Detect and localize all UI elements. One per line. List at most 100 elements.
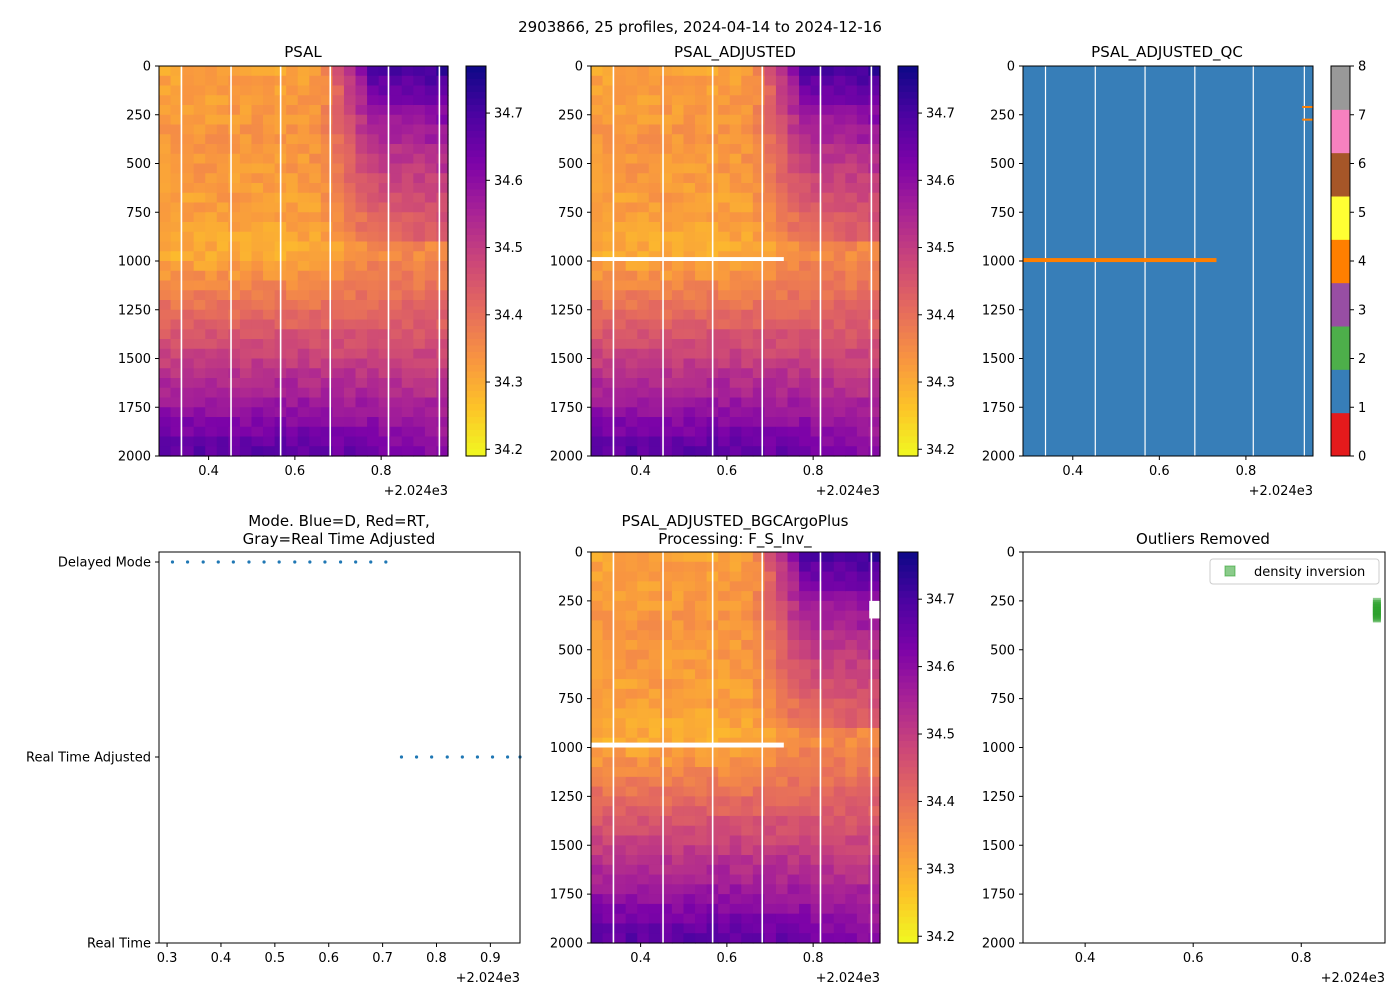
psal-adjusted-cell — [718, 358, 731, 369]
psal-adjusted-cell — [695, 280, 708, 291]
psal-cell — [355, 319, 368, 330]
psal-bgc-colorbar-step — [898, 571, 918, 579]
psal-adjusted-cell — [741, 436, 754, 447]
outliers-ytick-label: 750 — [990, 692, 1015, 707]
psal-adjusted-cell — [718, 231, 731, 243]
psal-bgc-cell — [683, 913, 696, 925]
psal-cell — [355, 270, 368, 282]
psal-bgc-cell — [648, 581, 661, 592]
psal-cell — [239, 348, 253, 360]
psal-cell — [286, 85, 299, 96]
psal-adjusted-cell — [602, 261, 615, 272]
psal-bgc-cell — [695, 639, 708, 651]
psal-adjusted-cell — [752, 192, 765, 204]
psal-adjusted-cell — [683, 222, 696, 233]
psal-bgc-cell — [729, 718, 742, 729]
psal-cell — [205, 261, 218, 272]
psal-bgc-cell — [764, 796, 777, 807]
psal-adjusted-cell — [764, 300, 777, 311]
psal-cell — [424, 378, 438, 389]
psal-bgc-cell — [799, 581, 812, 592]
psal-adjusted-cell — [752, 329, 765, 340]
psal-adjusted-cell — [868, 134, 881, 145]
psal-adjusted-cell — [775, 241, 789, 252]
psal-cell — [401, 163, 414, 174]
psal-adjusted-cell — [718, 397, 731, 408]
psal-bgc-cell — [602, 630, 615, 641]
psal-bgc-cell — [591, 776, 604, 788]
psal-cell — [182, 290, 195, 301]
psal-cell — [263, 319, 276, 330]
psal-colorbar-step — [466, 280, 486, 288]
psal-cell — [159, 309, 172, 321]
psal-bgc-cell — [695, 669, 708, 680]
psal-cell — [297, 426, 310, 438]
psal-adjusted-cell — [845, 397, 858, 408]
psal-cell — [286, 417, 299, 428]
psal-adjusted-cell — [787, 446, 800, 457]
psal-cell — [216, 251, 229, 262]
psal-cell — [193, 309, 206, 321]
psal-adjusted-cell — [660, 436, 673, 447]
psal-cell — [263, 251, 276, 262]
psal-bgc-cell — [799, 600, 812, 612]
psal-cell — [367, 153, 380, 165]
qc-xtick-label: 0.6 — [1149, 464, 1170, 479]
psal-bgc-cell — [752, 600, 765, 612]
psal-cell — [228, 358, 241, 369]
psal-cell — [401, 339, 414, 350]
psal-adjusted-cell — [868, 202, 881, 213]
psal-adjusted-cell — [602, 163, 615, 174]
psal-bgc-colorbar-step — [898, 721, 918, 729]
psal-cell — [424, 85, 438, 96]
psal-cell — [378, 446, 391, 457]
psal-bgc-cell — [695, 757, 708, 768]
psal-cell — [436, 183, 449, 194]
psal-cell — [424, 192, 438, 204]
psal-cell — [193, 105, 206, 116]
psal-adjusted-cell — [810, 348, 823, 360]
psal-bgc-cell — [787, 561, 800, 573]
psal-cell — [170, 261, 183, 272]
psal-cell — [401, 192, 414, 204]
psal-bgc-cell — [648, 630, 661, 641]
psal-cell — [367, 446, 380, 457]
psal-cell — [228, 231, 241, 243]
psal-adjusted-cell — [648, 300, 661, 311]
x-offset-label-mode: +2.024e3 — [456, 971, 520, 986]
psal-bgc-cell — [602, 659, 615, 670]
psal-cell — [390, 95, 403, 106]
psal-bgc-cell — [752, 796, 765, 807]
psal-cell — [413, 348, 426, 360]
psal-cell — [170, 134, 183, 145]
psal-adjusted-cell — [637, 105, 650, 116]
psal-adjusted-cell — [729, 358, 742, 369]
psal-adjusted-cell — [856, 309, 870, 321]
psal-bgc-cell — [822, 708, 835, 719]
psal-bgc-cell — [648, 659, 661, 670]
psal-cell — [320, 358, 333, 369]
psal-bgc-cell — [695, 903, 708, 915]
psal-bgc-cell — [671, 933, 685, 944]
psal-cell — [320, 319, 333, 330]
psal-bgc-cell — [718, 903, 731, 915]
psal-bgc-cell — [718, 600, 731, 612]
psal-cell — [355, 407, 368, 418]
psal-adjusted-cell — [660, 114, 673, 126]
psal-bgc-cell — [787, 845, 800, 856]
psal-cell — [159, 251, 172, 262]
psal-adjusted-cell — [741, 134, 754, 145]
psal-bgc-cell — [741, 688, 754, 700]
psal-bgc-cell — [752, 679, 765, 690]
psal-bgc-cell — [637, 581, 650, 592]
psal-bgc-cell — [718, 796, 731, 807]
psal-adjusted-cell — [856, 183, 870, 194]
psal-adjusted-cell — [614, 280, 627, 291]
psal-adjusted-cell — [752, 417, 765, 428]
psal-bgc-cell — [729, 923, 742, 934]
psal-cell — [297, 192, 310, 204]
qc-colorbar-segment — [1331, 326, 1350, 370]
psal-cell — [367, 114, 380, 126]
psal-bgc-cell — [752, 669, 765, 680]
psal-cell — [228, 280, 241, 291]
